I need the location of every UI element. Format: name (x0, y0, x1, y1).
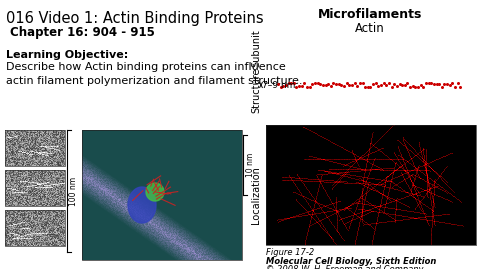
Text: 016 Video 1: Actin Binding Proteins: 016 Video 1: Actin Binding Proteins (6, 11, 264, 26)
Text: Chapter 16: 904 - 915: Chapter 16: 904 - 915 (10, 26, 155, 39)
Text: 100 nm: 100 nm (69, 176, 78, 206)
Text: 7–9 nm: 7–9 nm (262, 80, 295, 90)
Text: Subunit: Subunit (251, 29, 261, 67)
Text: Actin: Actin (355, 22, 385, 35)
Bar (5, 130, 65, 166)
Polygon shape (128, 187, 156, 223)
Text: © 2008 W. H. Freeman and Company: © 2008 W. H. Freeman and Company (266, 265, 424, 269)
Polygon shape (146, 183, 164, 201)
Text: Learning Objective:: Learning Objective: (6, 50, 128, 60)
Text: Localization: Localization (251, 166, 261, 224)
Text: Molecular Cell Biology, Sixth Edition: Molecular Cell Biology, Sixth Edition (266, 257, 436, 266)
Text: Microfilaments: Microfilaments (318, 8, 422, 21)
Text: 10 nm: 10 nm (247, 153, 256, 177)
Bar (5, 170, 65, 206)
Bar (5, 210, 65, 246)
Text: Figure 17-2: Figure 17-2 (266, 248, 314, 257)
Text: Structure: Structure (251, 67, 261, 113)
Bar (82, 130, 242, 260)
Bar (266, 125, 476, 245)
Text: Describe how Actin binding proteins can influence
actin filament polymerization : Describe how Actin binding proteins can … (6, 62, 303, 86)
